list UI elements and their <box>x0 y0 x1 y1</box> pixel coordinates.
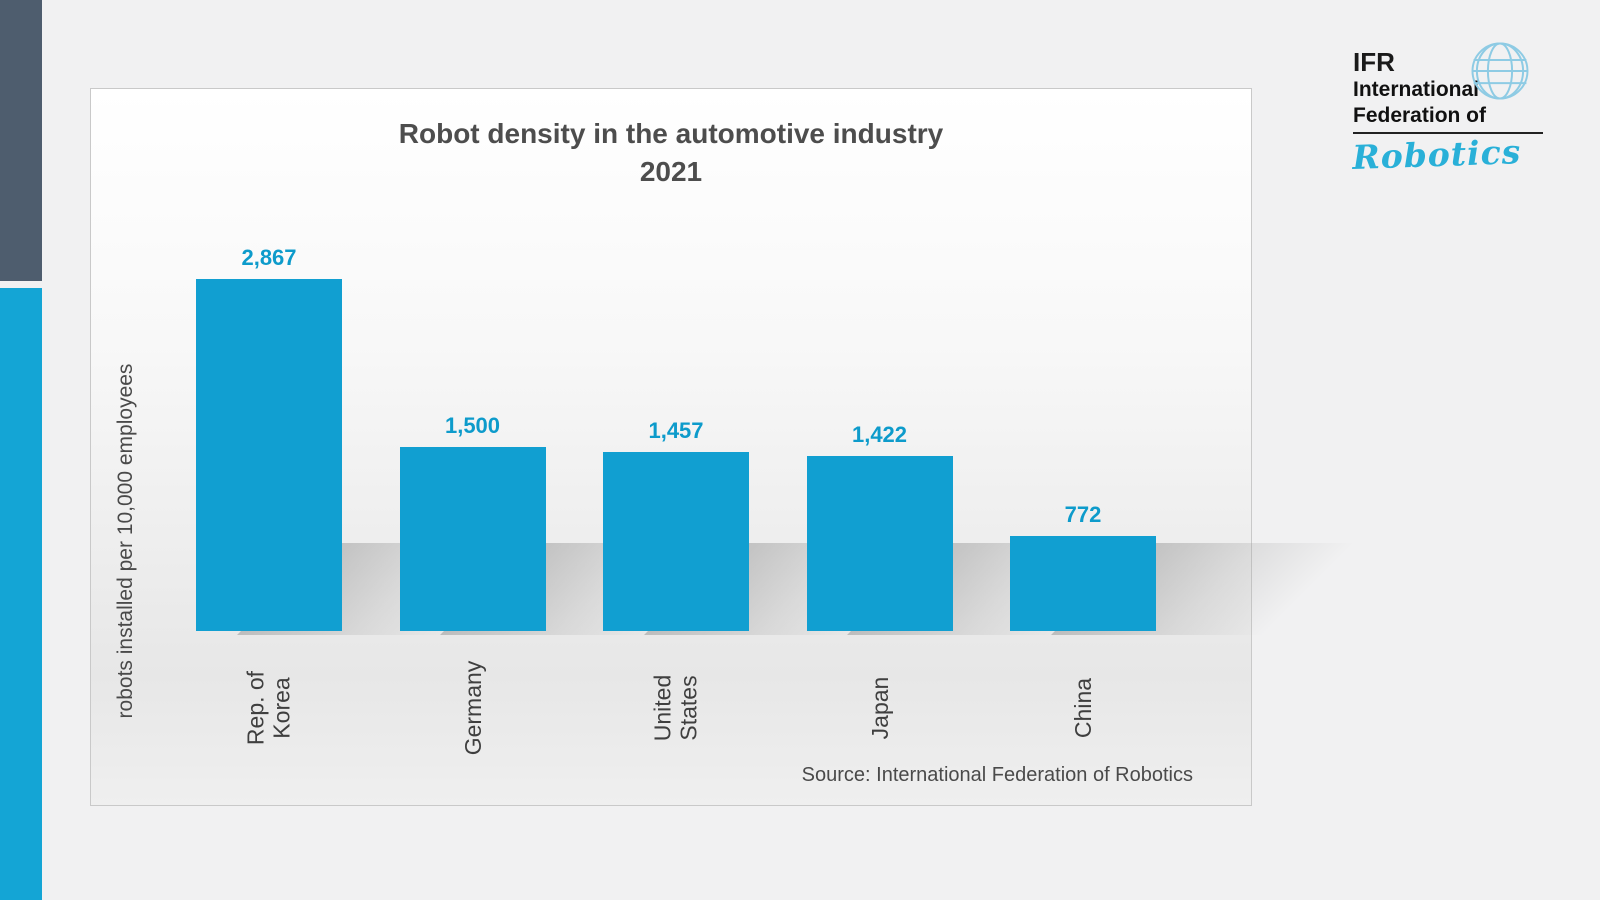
bar-value-label: 2,867 <box>241 245 297 270</box>
category-label: United States <box>603 631 749 801</box>
bar-wrap <box>196 279 541 635</box>
category-label: Germany <box>400 631 546 801</box>
bar-wrap <box>1010 536 1355 635</box>
logo-line-federation: Federation of <box>1353 103 1543 135</box>
bar-group-germany: 1,500 Germany <box>399 201 745 801</box>
chart-panel: Robot density in the automotive industry… <box>90 88 1355 806</box>
left-stripe-bottom <box>0 288 42 900</box>
left-stripe-top <box>0 0 42 281</box>
bar <box>399 447 546 631</box>
category-label-text: Germany <box>459 660 486 755</box>
bars: 2,867 Rep. of Korea 1,500 Germany 1,457 Unite… <box>196 201 1355 801</box>
category-label-text: United States <box>649 674 702 741</box>
bar-group-united-states: 1,457 United States <box>603 201 948 801</box>
bar-wrap <box>806 456 1152 635</box>
chart-title-line: Robot density in the automotive industry <box>398 118 944 149</box>
bar-group-japan: 1,422 Japan <box>806 201 1152 801</box>
category-label: Rep. of Korea <box>196 631 342 801</box>
bar <box>603 452 749 631</box>
source-note: Source: International Federation of Robo… <box>801 764 1193 786</box>
y-axis-label: robots installed per 10,000 employees <box>114 363 137 719</box>
bar <box>806 456 953 631</box>
chart-subtitle: 2021 <box>639 155 703 187</box>
globe-icon <box>1471 42 1529 100</box>
bar-group-china: 772 China <box>1010 201 1355 801</box>
bar-group-rep.-of-korea: 2,867 Rep. of Korea <box>196 201 541 801</box>
ifr-logo: IFR International Federation of Robotics <box>1351 42 1543 178</box>
bar-value-label: 1,422 <box>851 422 908 447</box>
logo-abbr: IFR <box>1353 47 1395 77</box>
bar-value-label: 772 <box>1064 502 1102 527</box>
bar <box>196 279 342 631</box>
bar-wrap <box>603 452 948 635</box>
bar-value-label: 1,500 <box>444 413 501 438</box>
category-label-text: Rep. of Korea <box>242 670 295 745</box>
logo-line-international: International <box>1353 77 1480 101</box>
chart-title: Robot density in the automotive industry… <box>91 115 1251 191</box>
logo-robotics-script: Robotics <box>1351 132 1522 178</box>
bar-wrap <box>399 447 745 635</box>
bar-value-label: 1,457 <box>648 418 704 443</box>
bar <box>1010 536 1156 631</box>
